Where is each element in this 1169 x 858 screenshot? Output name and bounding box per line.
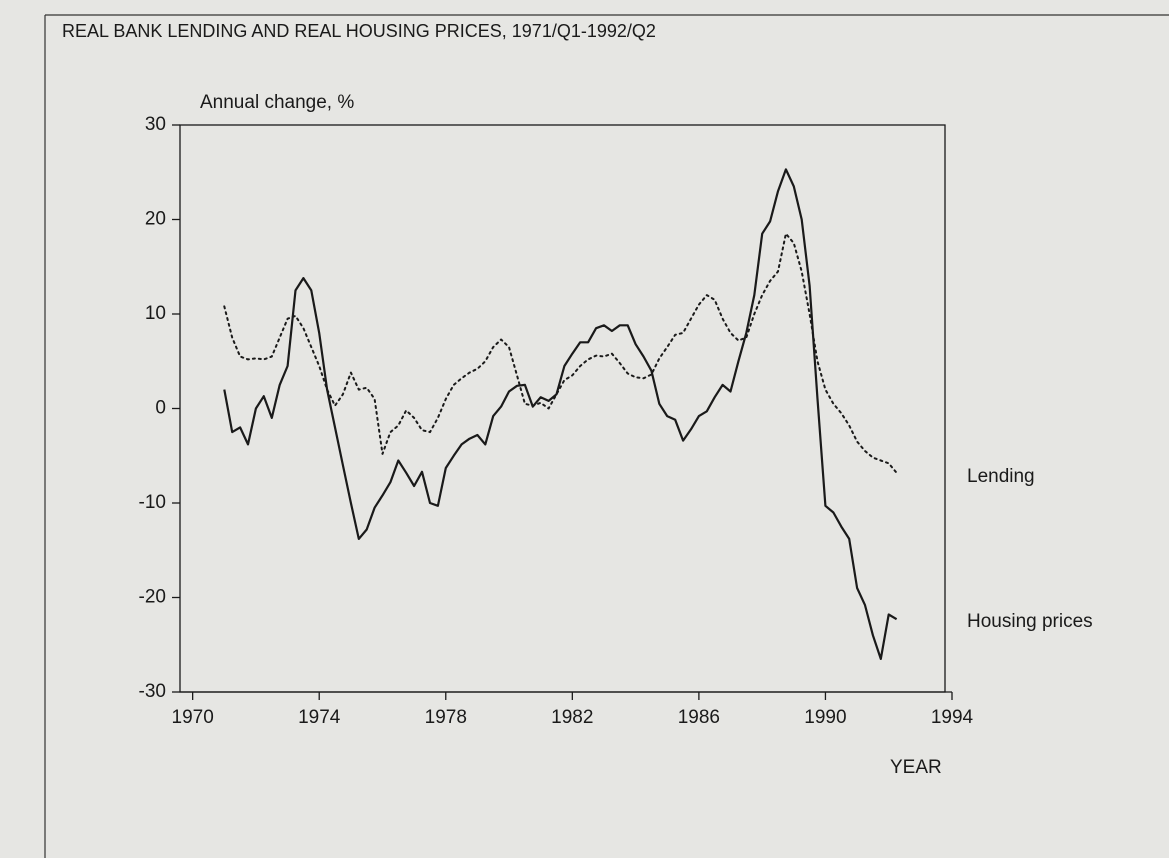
y-tick-label: 20 bbox=[145, 209, 166, 230]
y-tick-label: -10 bbox=[139, 492, 166, 513]
x-tick-label: 1970 bbox=[172, 707, 214, 728]
chart-title: REAL BANK LENDING AND REAL HOUSING PRICE… bbox=[62, 21, 656, 41]
y-tick-label: 30 bbox=[145, 114, 166, 135]
x-tick-label: 1974 bbox=[298, 707, 341, 728]
x-axis-label: YEAR bbox=[890, 757, 942, 778]
y-axis-label: Annual change, % bbox=[200, 92, 354, 113]
y-tick-label: 0 bbox=[155, 398, 166, 419]
series-label: Housing prices bbox=[967, 611, 1093, 632]
y-tick-label: -20 bbox=[139, 587, 166, 608]
series-line bbox=[223, 232, 898, 474]
plot-frame bbox=[179, 124, 946, 693]
x-tick-label: 1978 bbox=[425, 707, 467, 728]
x-tick-label: 1982 bbox=[551, 707, 593, 728]
series-line bbox=[223, 168, 898, 660]
y-tick-label: 10 bbox=[145, 303, 166, 324]
series-label: Lending bbox=[967, 466, 1035, 487]
y-tick-label: -30 bbox=[139, 681, 166, 702]
x-tick-label: 1986 bbox=[678, 707, 720, 728]
x-tick-label: 1994 bbox=[931, 707, 974, 728]
x-tick-label: 1990 bbox=[804, 707, 846, 728]
